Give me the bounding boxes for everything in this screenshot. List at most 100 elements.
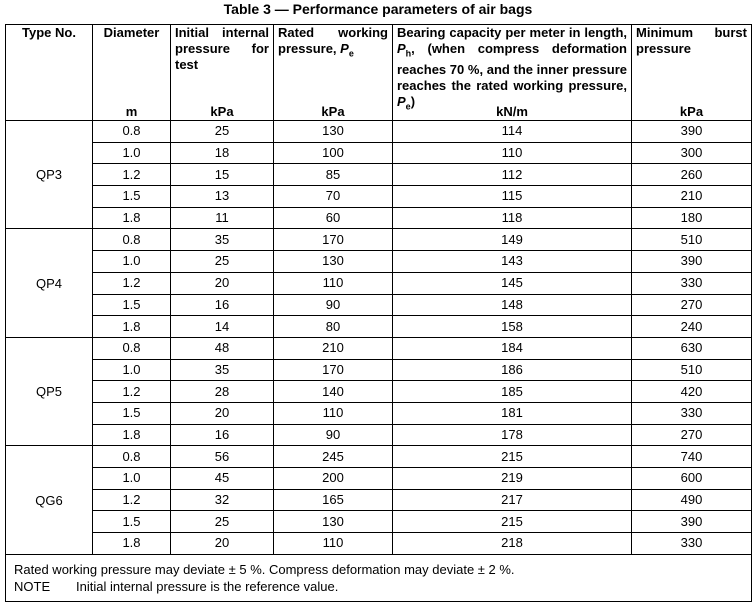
value-cell: 1.8 <box>92 423 171 447</box>
value-cell: 1.8 <box>92 315 171 338</box>
value-cell: 85 <box>273 163 393 187</box>
value-cell: 270 <box>631 423 752 447</box>
value-cell: 1.8 <box>92 532 171 555</box>
value-cell: 0.8 <box>92 445 171 468</box>
value-cell: 215 <box>392 510 632 534</box>
table-row: QG6 0.8 56 245 215 740 <box>5 445 752 555</box>
table-row: 1.8 11 60 118 180 <box>6 206 752 230</box>
value-cell: 218 <box>392 532 632 555</box>
value-cell: 420 <box>631 380 752 403</box>
table-row: 1.2 20 110 145 330 <box>6 271 752 295</box>
value-cell: 1.5 <box>92 510 171 534</box>
table-caption: Table 3 — Performance parameters of air … <box>223 1 533 17</box>
value-cell: 60 <box>273 206 393 230</box>
value-cell: 20 <box>170 532 274 555</box>
value-cell: 184 <box>392 336 632 360</box>
value-cell: 180 <box>631 206 752 230</box>
value-cell: 181 <box>392 401 632 425</box>
value-cell: 14 <box>170 315 274 338</box>
value-cell: 100 <box>273 141 393 165</box>
header-bearing-capacity-unit: kN/m <box>496 104 528 119</box>
type-cell: QG6 <box>5 445 93 555</box>
value-cell: 25 <box>170 250 274 273</box>
value-cell: 118 <box>392 206 632 230</box>
table-row: 1.0 45 200 219 600 <box>6 467 752 490</box>
value-cell: 15 <box>170 163 274 187</box>
value-cell: 90 <box>273 293 393 317</box>
note-line: NOTE Initial internal pressure is the ref… <box>14 578 743 595</box>
type-cell: QP4 <box>5 228 93 338</box>
table-row: QP5 0.8 48 210 184 630 <box>5 336 752 447</box>
value-cell: 245 <box>273 445 393 468</box>
value-cell: 1.8 <box>92 206 171 230</box>
value-cell: 90 <box>273 423 393 447</box>
value-cell: 740 <box>631 445 752 468</box>
value-cell: 32 <box>170 488 274 512</box>
value-cell: 35 <box>170 358 274 382</box>
value-cell: 390 <box>631 120 752 143</box>
value-cell: 1.2 <box>92 163 171 187</box>
performance-table: Type No. Diameter m Initial internal pre… <box>5 24 752 602</box>
value-cell: 0.8 <box>92 336 171 360</box>
value-cell: 1.2 <box>92 380 171 403</box>
value-cell: 1.0 <box>92 141 171 165</box>
value-cell: 1.5 <box>92 293 171 317</box>
value-cell: 330 <box>631 271 752 295</box>
value-cell: 25 <box>170 510 274 534</box>
value-cell: 1.2 <box>92 488 171 512</box>
table-row: 1.2 32 165 217 490 <box>6 488 752 512</box>
value-cell: 330 <box>631 401 752 425</box>
value-cell: 56 <box>170 445 274 468</box>
table-row: QP3 0.8 25 130 114 390 <box>5 119 752 230</box>
value-cell: 114 <box>392 120 632 143</box>
value-cell: 217 <box>392 488 632 512</box>
value-cell: 170 <box>273 358 393 382</box>
value-cell: 390 <box>631 250 752 273</box>
value-cell: 80 <box>273 315 393 338</box>
value-cell: 35 <box>170 228 274 252</box>
value-cell: 20 <box>170 401 274 425</box>
table-row: 1.8 14 80 158 240 <box>6 315 752 338</box>
value-cell: 600 <box>631 467 752 490</box>
header-rated-pressure: Rated working pressure, Pe kPa <box>273 24 393 121</box>
value-cell: 148 <box>392 293 632 317</box>
header-burst-pressure: Minimum burst pressure kPa <box>631 24 752 121</box>
table-body: QP3 0.8 25 130 114 390 1.0 18 100 110 300 1.2 15 85 11… <box>5 119 752 555</box>
value-cell: 300 <box>631 141 752 165</box>
header-rated-pressure-unit: kPa <box>321 104 345 119</box>
value-cell: 260 <box>631 163 752 187</box>
value-cell: 112 <box>392 163 632 187</box>
value-cell: 110 <box>273 401 393 425</box>
value-cell: 1.2 <box>92 271 171 295</box>
value-cell: 25 <box>170 120 274 143</box>
header-diameter-unit: m <box>125 104 138 119</box>
table-row: 1.5 25 130 215 390 <box>6 510 752 534</box>
value-cell: 110 <box>392 141 632 165</box>
value-cell: 270 <box>631 293 752 317</box>
value-cell: 13 <box>170 185 274 208</box>
table-row: 1.0 18 100 110 300 <box>6 141 752 165</box>
value-cell: 130 <box>273 250 393 273</box>
table-row: 1.5 20 110 181 330 <box>6 401 752 425</box>
value-cell: 110 <box>273 532 393 555</box>
footnote-text: Rated working pressure may deviate ± 5 %… <box>14 561 515 577</box>
value-cell: 20 <box>170 271 274 295</box>
value-cell: 1.5 <box>92 401 171 425</box>
value-cell: 16 <box>170 293 274 317</box>
value-cell: 390 <box>631 510 752 534</box>
value-cell: 240 <box>631 315 752 338</box>
value-cell: 145 <box>392 271 632 295</box>
value-cell: 48 <box>170 336 274 360</box>
value-cell: 0.8 <box>92 120 171 143</box>
table-row: 1.5 16 90 148 270 <box>6 293 752 317</box>
header-burst-pressure-unit: kPa <box>679 104 704 119</box>
value-cell: 11 <box>170 206 274 230</box>
header-initial-pressure: Initial internal pressure for test kPa <box>170 24 274 121</box>
value-cell: 200 <box>273 467 393 490</box>
value-cell: 1.0 <box>92 467 171 490</box>
value-cell: 510 <box>631 228 752 252</box>
table-row: 1.0 25 130 143 390 <box>6 250 752 273</box>
value-cell: 1.0 <box>92 250 171 273</box>
value-cell: 70 <box>273 185 393 208</box>
